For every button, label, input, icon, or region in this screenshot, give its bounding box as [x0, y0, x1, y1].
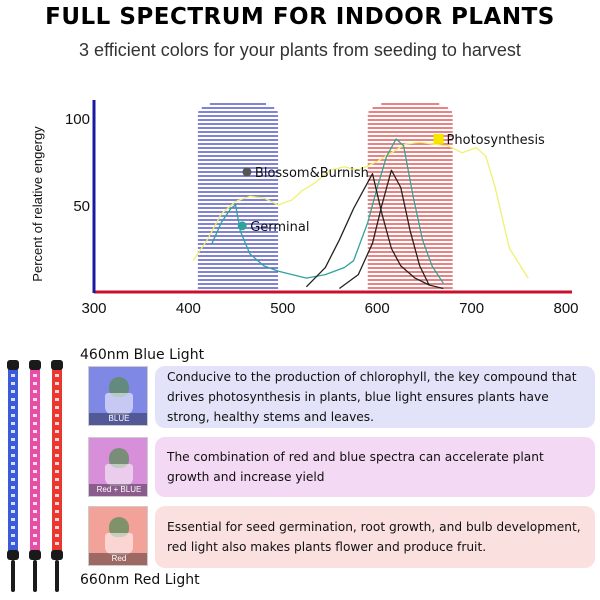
annotation-marker — [237, 221, 247, 231]
blue-light-description: Conducive to the production of chlorophy… — [155, 366, 595, 428]
annotation-marker — [433, 133, 444, 144]
swatch-caption: Red + BLUE — [89, 484, 147, 496]
annotation-photosynthesis: Photosynthesis — [433, 133, 546, 148]
y-tick-label: 100 — [65, 111, 90, 128]
x-tick-label: 700 — [459, 300, 484, 317]
x-tick-label: 600 — [365, 300, 390, 317]
x-tick-label: 800 — [553, 300, 578, 317]
annotation-blossom-burnish: Blossom&Burnish — [242, 166, 369, 181]
y-tick-label: 50 — [73, 198, 90, 215]
swatch-caption: Red — [89, 553, 147, 565]
plant-icon — [109, 517, 129, 537]
light-bar-red — [51, 360, 63, 560]
x-tick-label: 500 — [270, 300, 295, 317]
blue-light-swatch: BLUE — [88, 366, 148, 426]
annotation-marker — [242, 167, 252, 177]
page-subtitle: 3 efficient colors for your plants from … — [79, 40, 521, 60]
blue-spectrum-band — [197, 103, 279, 293]
annotation-label: Blossom&Burnish — [255, 166, 369, 181]
red-light-heading: 660nm Red Light — [80, 572, 200, 588]
x-tick-label: 300 — [81, 300, 106, 317]
cord — [55, 560, 59, 592]
description-text: The combination of red and blue spectra … — [167, 450, 544, 484]
series-photosynthesis-line — [192, 141, 529, 279]
red-spectrum-band — [367, 103, 453, 293]
red-light-description: Essential for seed germination, root gro… — [155, 506, 595, 568]
annotation-germinal: Germinal — [237, 220, 309, 235]
plant-icon — [109, 377, 129, 397]
red-light-swatch: Red — [88, 506, 148, 566]
series-germinal-line — [211, 138, 444, 284]
pot-icon — [105, 533, 133, 555]
description-text: Essential for seed germination, root gro… — [167, 520, 581, 554]
red-blue-light-swatch: Red + BLUE — [88, 437, 148, 497]
pot-icon — [105, 464, 133, 486]
x-tick-label: 400 — [176, 300, 201, 317]
pot-icon — [105, 393, 133, 415]
blue-light-heading: 460nm Blue Light — [80, 347, 205, 363]
light-bar-blue — [7, 360, 19, 560]
cord — [33, 560, 37, 592]
swatch-caption: BLUE — [89, 413, 147, 425]
description-text: Conducive to the production of chlorophy… — [167, 370, 577, 424]
page-title: FULL SPECTRUM FOR INDOOR PLANTS — [45, 4, 555, 30]
red-blue-light-description: The combination of red and blue spectra … — [155, 437, 595, 497]
cord — [11, 560, 15, 592]
light-bar-pink — [29, 360, 41, 560]
series-blossom-line — [305, 173, 444, 290]
spectrum-chart: 300 400 500 600 700 800 50 100 Percent of relati… — [30, 100, 579, 317]
series-blossom-line — [339, 169, 430, 290]
annotation-label: Photosynthesis — [447, 133, 546, 148]
y-axis-label: Percent of relative engergy — [30, 126, 45, 282]
plant-icon — [109, 448, 129, 468]
annotation-label: Germinal — [250, 220, 309, 235]
